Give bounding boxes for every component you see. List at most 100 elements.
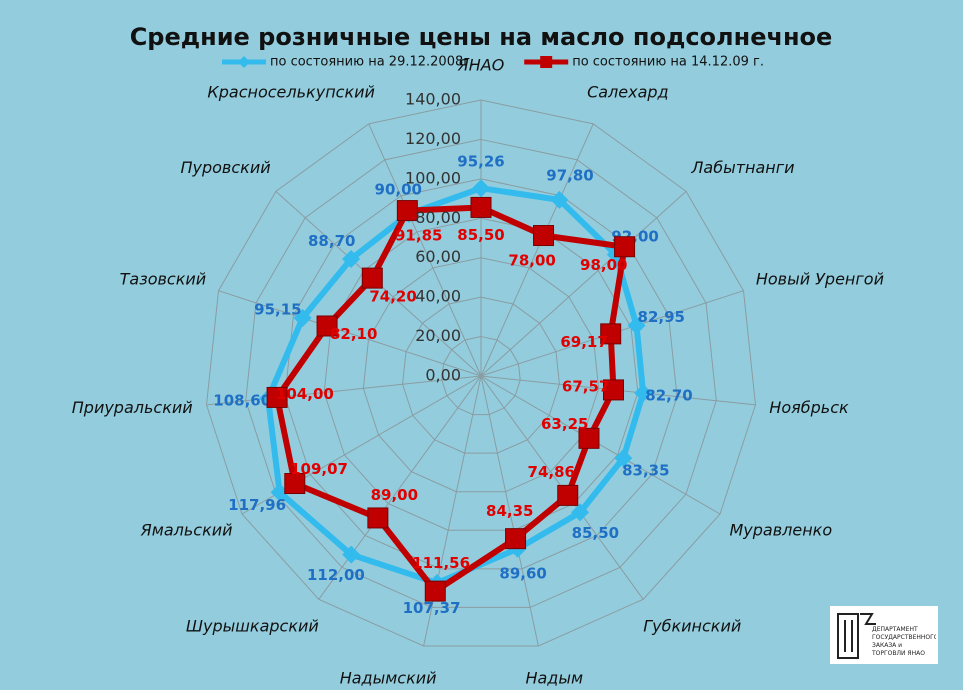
- y-tick-label: 80,00: [415, 208, 461, 227]
- data-label: 89,60: [499, 565, 546, 583]
- marker: [557, 484, 579, 506]
- data-label: 89,00: [371, 486, 418, 504]
- data-label: 83,35: [622, 462, 669, 480]
- legend-marker: [238, 56, 250, 68]
- marker: [550, 190, 569, 209]
- category-label: Ямальский: [140, 521, 233, 540]
- marker: [627, 316, 646, 335]
- marker: [316, 315, 338, 337]
- y-tick-label: 20,00: [415, 326, 461, 345]
- spoke: [480, 123, 594, 377]
- data-label: 84,35: [486, 502, 533, 520]
- data-label: 91,85: [395, 227, 442, 245]
- data-label: 82,70: [645, 386, 692, 404]
- chart-title: Средние розничные цены на масло подсолне…: [130, 23, 833, 51]
- spoke: [206, 375, 482, 406]
- marker: [614, 449, 633, 468]
- data-label: 69,17: [560, 333, 607, 351]
- logo-box: [830, 606, 938, 664]
- data-label: 95,15: [254, 300, 301, 318]
- marker: [396, 200, 418, 222]
- data-label: 112,00: [307, 566, 365, 584]
- data-label: 98,00: [580, 256, 627, 274]
- data-label: 109,07: [290, 460, 348, 478]
- y-tick-label: 120,00: [405, 129, 461, 148]
- marker: [578, 427, 600, 449]
- data-label: 104,00: [276, 385, 334, 403]
- marker: [505, 528, 527, 550]
- spoke: [480, 375, 539, 647]
- data-label: 85,50: [457, 226, 504, 244]
- data-label: 117,96: [228, 496, 286, 514]
- marker: [470, 196, 492, 218]
- data-label: 74,20: [369, 287, 416, 305]
- category-label: Надымский: [340, 669, 437, 688]
- data-label: 90,00: [375, 181, 422, 199]
- spoke: [218, 290, 482, 377]
- category-label: Надым: [525, 669, 583, 688]
- legend-label: по состоянию на 14.12.09 г.: [572, 55, 764, 70]
- marker: [602, 379, 624, 401]
- marker: [361, 267, 383, 289]
- category-label: Красноселькупский: [207, 82, 375, 101]
- category-label: Муравленко: [729, 521, 832, 540]
- grid-ring: [245, 138, 717, 608]
- data-label: 97,80: [546, 167, 593, 185]
- grid-ring: [362, 257, 600, 493]
- category-label: Приуральский: [72, 398, 193, 417]
- spoke: [368, 123, 482, 377]
- marker: [634, 384, 653, 403]
- marker: [367, 507, 389, 529]
- spoke: [480, 375, 721, 515]
- legend-marker: [540, 56, 553, 68]
- data-label: 67,57: [562, 377, 609, 395]
- marker: [533, 225, 555, 247]
- category-label: Шурышкарский: [186, 616, 319, 635]
- data-label: 82,95: [638, 308, 685, 326]
- category-label: Новый Уренгой: [756, 270, 884, 289]
- category-label: Салехард: [587, 82, 669, 101]
- legend-label: по состоянию на 29.12.2008г.: [270, 55, 474, 70]
- grid-ring: [206, 99, 756, 647]
- y-tick-label: 40,00: [415, 287, 461, 306]
- y-tick-label: 60,00: [415, 247, 461, 266]
- marker: [284, 473, 306, 495]
- y-tick-label: 140,00: [405, 90, 461, 109]
- logo-emblem: [837, 613, 876, 659]
- data-label: 85,50: [572, 524, 619, 542]
- category-label: Ноябрьск: [769, 398, 849, 417]
- category-label: Пуровский: [180, 158, 270, 177]
- series-line: [274, 204, 628, 595]
- data-label: 74,86: [528, 463, 575, 481]
- marker: [571, 503, 590, 522]
- logo-text: ДЕПАРТАМЕНТ ГОСУДАРСТВЕННОГО ЗАКАЗА и ТО…: [872, 626, 936, 657]
- category-label: ЯНАО: [457, 56, 505, 75]
- data-label: 111,56: [412, 554, 470, 572]
- data-label: 108,60: [213, 392, 271, 410]
- data-label: 63,25: [541, 415, 588, 433]
- grid-ring: [441, 336, 521, 416]
- spoke: [480, 190, 687, 377]
- data-label: 107,37: [403, 599, 461, 617]
- marker: [293, 309, 312, 328]
- spoke: [318, 375, 482, 600]
- data-label: 82,10: [330, 325, 377, 343]
- marker: [424, 580, 446, 602]
- y-tick-label: 100,00: [405, 168, 461, 187]
- marker: [342, 249, 361, 268]
- marker: [266, 386, 288, 408]
- data-label: 88,70: [308, 232, 355, 250]
- category-label: Тазовский: [120, 270, 207, 289]
- grid-ring: [402, 296, 560, 454]
- marker: [342, 545, 361, 564]
- grid-ring: [284, 178, 678, 570]
- category-label: Лабытнанги: [690, 158, 794, 177]
- marker: [600, 323, 622, 345]
- y-tick-label: 0,00: [425, 366, 461, 385]
- marker: [472, 179, 490, 198]
- data-label: 95,26: [457, 153, 504, 171]
- marker: [614, 236, 636, 258]
- data-label: 78,00: [508, 252, 555, 270]
- marker: [270, 483, 289, 502]
